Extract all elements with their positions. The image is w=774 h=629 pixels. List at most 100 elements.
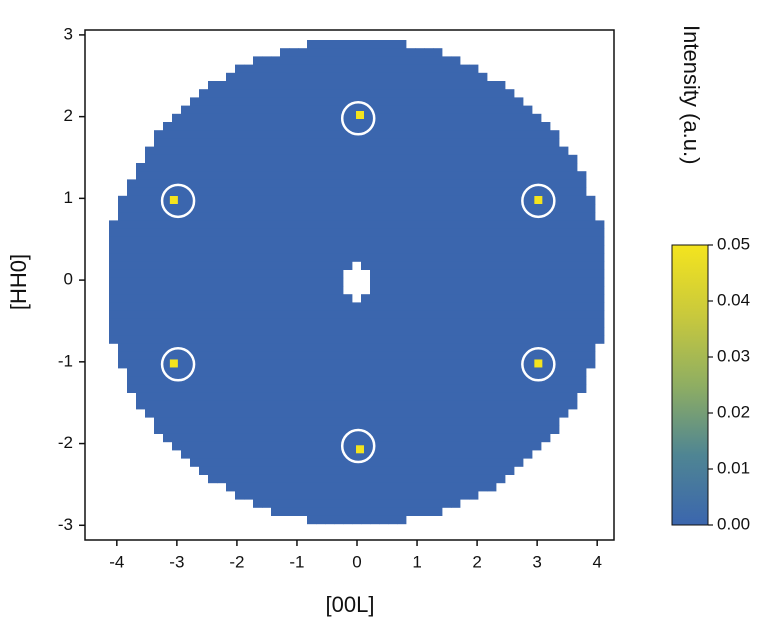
detector-pixel (433, 499, 443, 508)
detector-pixel (496, 212, 506, 221)
detector-pixel (469, 187, 479, 197)
detector-pixel (280, 343, 290, 352)
detector-pixel (136, 195, 146, 205)
detector-pixel (334, 499, 344, 508)
detector-pixel (235, 179, 245, 188)
detector-pixel (496, 359, 506, 369)
detector-pixel (217, 409, 227, 418)
detector-pixel (298, 450, 308, 459)
detector-pixel (541, 163, 551, 172)
detector-pixel (577, 343, 587, 352)
detector-pixel (370, 302, 380, 311)
detector-pixel (307, 450, 317, 459)
detector-pixel (532, 220, 542, 229)
detector-pixel (433, 154, 443, 164)
detector-pixel (406, 220, 416, 229)
detector-pixel (289, 130, 299, 139)
detector-pixel (397, 154, 407, 164)
detector-pixel (550, 228, 560, 238)
detector-pixel (172, 171, 182, 180)
detector-pixel (343, 245, 353, 254)
detector-pixel (316, 204, 326, 213)
detector-pixel (433, 450, 443, 459)
detector-pixel (550, 343, 560, 352)
detector-pixel (397, 409, 407, 418)
detector-pixel (442, 409, 452, 418)
detector-pixel (370, 48, 380, 57)
detector-pixel (316, 245, 326, 254)
detector-pixel (226, 441, 236, 451)
detector-pixel (325, 179, 335, 188)
detector-pixel (235, 212, 245, 221)
detector-pixel (343, 343, 353, 352)
detector-pixel (370, 482, 380, 492)
detector-pixel (316, 171, 326, 180)
detector-pixel (415, 64, 425, 74)
detector-pixel (451, 302, 461, 311)
detector-pixel (163, 351, 173, 361)
detector-pixel (343, 335, 353, 344)
detector-pixel (460, 105, 470, 115)
detector-pixel (415, 204, 425, 213)
detector-pixel (298, 64, 308, 74)
detector-pixel (118, 220, 128, 229)
detector-pixel (244, 433, 254, 443)
detector-pixel (298, 97, 308, 106)
detector-pixel (451, 327, 461, 336)
detector-pixel (478, 253, 488, 262)
detector-pixel (280, 64, 290, 74)
detector-pixel (514, 392, 524, 402)
detector-pixel (397, 72, 407, 82)
detector-pixel (469, 220, 479, 229)
detector-pixel (442, 105, 452, 115)
detector-pixel (181, 368, 191, 377)
detector-pixel (442, 130, 452, 139)
detector-pixel (568, 392, 578, 402)
detector-pixel (145, 204, 155, 213)
y-tick-label: 0 (64, 270, 73, 289)
detector-pixel (262, 245, 272, 254)
detector-pixel (577, 335, 587, 344)
detector-pixel (388, 499, 398, 508)
detector-pixel (280, 491, 290, 500)
detector-pixel (559, 351, 569, 361)
detector-pixel (325, 400, 335, 410)
detector-pixel (316, 81, 326, 90)
detector-pixel (460, 491, 470, 500)
detector-pixel (397, 81, 407, 90)
detector-pixel (208, 113, 218, 123)
detector-pixel (514, 425, 524, 434)
detector-pixel (496, 146, 506, 156)
detector-pixel (217, 269, 227, 279)
detector-pixel (109, 327, 119, 336)
detector-pixel (289, 228, 299, 238)
detector-pixel (253, 318, 263, 328)
detector-pixel (127, 310, 137, 320)
detector-pixel (154, 294, 164, 303)
detector-pixel (361, 138, 371, 147)
detector-pixel (388, 482, 398, 492)
detector-pixel (289, 48, 299, 57)
detector-pixel (397, 376, 407, 385)
detector-pixel (307, 253, 317, 262)
detector-pixel (532, 409, 542, 418)
detector-pixel (514, 261, 524, 270)
detector-pixel (244, 212, 254, 221)
detector-pixel (550, 269, 560, 279)
detector-pixel (307, 277, 317, 287)
detector-pixel (505, 171, 515, 180)
detector-pixel (289, 277, 299, 287)
detector-pixel (406, 351, 416, 361)
detector-pixel (424, 491, 434, 500)
detector-pixel (154, 277, 164, 287)
detector-pixel (541, 335, 551, 344)
detector-pixel (379, 187, 389, 197)
detector-pixel (352, 466, 362, 475)
detector-pixel (568, 171, 578, 180)
detector-pixel (307, 376, 317, 385)
detector-pixel (280, 187, 290, 197)
detector-pixel (253, 343, 263, 352)
detector-pixel (406, 327, 416, 336)
detector-pixel (271, 245, 281, 254)
detector-pixel (154, 269, 164, 279)
